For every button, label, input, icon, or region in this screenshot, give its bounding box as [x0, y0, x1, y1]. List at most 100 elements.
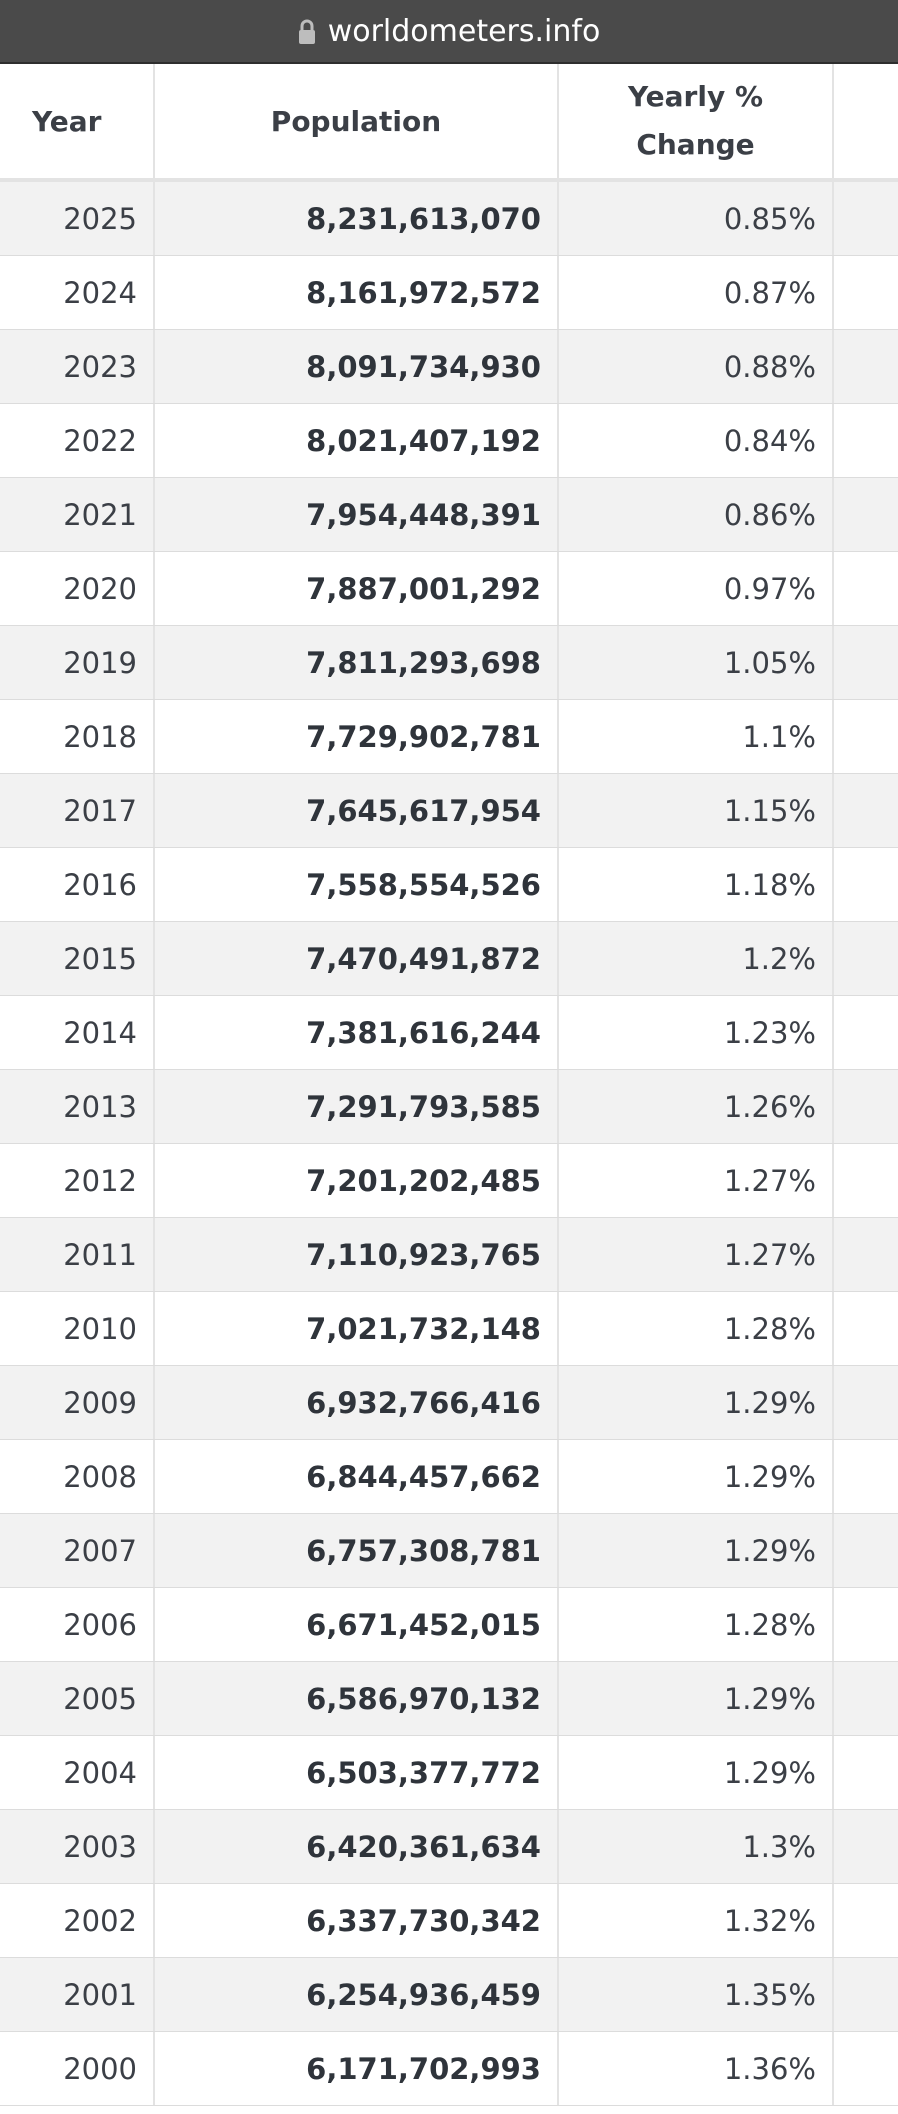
cell-next-column [834, 996, 898, 1069]
table-header: Year Population Yearly % Change [0, 64, 898, 182]
cell-population: 7,729,902,781 [155, 700, 559, 773]
table-row: 2017 7,645,617,954 1.15% [0, 774, 898, 848]
table-row: 2008 6,844,457,662 1.29% [0, 1440, 898, 1514]
cell-year: 2013 [0, 1070, 155, 1143]
cell-yearly-change: 1.3% [559, 1810, 834, 1883]
cell-population: 7,291,793,585 [155, 1070, 559, 1143]
table-row: 2001 6,254,936,459 1.35% [0, 1958, 898, 2032]
cell-year: 2025 [0, 182, 155, 255]
cell-yearly-change: 1.05% [559, 626, 834, 699]
table-row: 2024 8,161,972,572 0.87% [0, 256, 898, 330]
cell-yearly-change: 1.29% [559, 1514, 834, 1587]
cell-yearly-change: 0.85% [559, 182, 834, 255]
cell-next-column [834, 1588, 898, 1661]
cell-year: 2017 [0, 774, 155, 847]
cell-population: 7,381,616,244 [155, 996, 559, 1069]
cell-next-column [834, 2032, 898, 2105]
cell-year: 2023 [0, 330, 155, 403]
cell-year: 2001 [0, 1958, 155, 2031]
cell-next-column [834, 478, 898, 551]
cell-year: 2020 [0, 552, 155, 625]
cell-year: 2008 [0, 1440, 155, 1513]
cell-next-column [834, 1514, 898, 1587]
table-row: 2007 6,757,308,781 1.29% [0, 1514, 898, 1588]
cell-year: 2018 [0, 700, 155, 773]
cell-population: 6,757,308,781 [155, 1514, 559, 1587]
cell-next-column [834, 1958, 898, 2031]
cell-year: 2015 [0, 922, 155, 995]
cell-next-column [834, 1218, 898, 1291]
cell-yearly-change: 0.87% [559, 256, 834, 329]
population-table: Year Population Yearly % Change 2025 8,23… [0, 64, 898, 2106]
header-yearly-change[interactable]: Yearly % Change [559, 64, 834, 178]
table-row: 2021 7,954,448,391 0.86% [0, 478, 898, 552]
cell-year: 2022 [0, 404, 155, 477]
cell-next-column [834, 1144, 898, 1217]
table-row: 2023 8,091,734,930 0.88% [0, 330, 898, 404]
table-row: 2009 6,932,766,416 1.29% [0, 1366, 898, 1440]
address-bar[interactable]: worldometers.info [0, 0, 898, 64]
table-row: 2000 6,171,702,993 1.36% [0, 2032, 898, 2106]
cell-yearly-change: 1.23% [559, 996, 834, 1069]
cell-next-column [834, 1736, 898, 1809]
cell-population: 6,171,702,993 [155, 2032, 559, 2105]
cell-population: 7,887,001,292 [155, 552, 559, 625]
cell-population: 6,671,452,015 [155, 1588, 559, 1661]
cell-year: 2010 [0, 1292, 155, 1365]
cell-population: 8,231,613,070 [155, 182, 559, 255]
cell-population: 7,021,732,148 [155, 1292, 559, 1365]
cell-next-column [834, 848, 898, 921]
table-row: 2005 6,586,970,132 1.29% [0, 1662, 898, 1736]
cell-yearly-change: 1.28% [559, 1292, 834, 1365]
cell-yearly-change: 1.35% [559, 1958, 834, 2031]
cell-yearly-change: 1.32% [559, 1884, 834, 1957]
cell-yearly-change: 1.2% [559, 922, 834, 995]
cell-next-column [834, 552, 898, 625]
header-population[interactable]: Population [155, 64, 559, 178]
cell-population: 8,091,734,930 [155, 330, 559, 403]
table-row: 2012 7,201,202,485 1.27% [0, 1144, 898, 1218]
cell-year: 2000 [0, 2032, 155, 2105]
cell-yearly-change: 1.29% [559, 1736, 834, 1809]
url-text: worldometers.info [327, 13, 601, 49]
cell-yearly-change: 1.27% [559, 1144, 834, 1217]
table-row: 2020 7,887,001,292 0.97% [0, 552, 898, 626]
cell-next-column [834, 1440, 898, 1513]
cell-population: 7,201,202,485 [155, 1144, 559, 1217]
cell-next-column [834, 774, 898, 847]
table-row: 2004 6,503,377,772 1.29% [0, 1736, 898, 1810]
cell-year: 2003 [0, 1810, 155, 1883]
cell-year: 2005 [0, 1662, 155, 1735]
cell-next-column [834, 626, 898, 699]
header-year[interactable]: Year [0, 64, 155, 178]
table-row: 2025 8,231,613,070 0.85% [0, 182, 898, 256]
cell-year: 2002 [0, 1884, 155, 1957]
cell-yearly-change: 1.18% [559, 848, 834, 921]
cell-population: 6,932,766,416 [155, 1366, 559, 1439]
cell-year: 2012 [0, 1144, 155, 1217]
table-row: 2002 6,337,730,342 1.32% [0, 1884, 898, 1958]
cell-yearly-change: 0.84% [559, 404, 834, 477]
header-next-column [834, 64, 898, 178]
cell-next-column [834, 1366, 898, 1439]
cell-population: 7,110,923,765 [155, 1218, 559, 1291]
cell-population: 7,558,554,526 [155, 848, 559, 921]
table-row: 2010 7,021,732,148 1.28% [0, 1292, 898, 1366]
cell-yearly-change: 1.29% [559, 1366, 834, 1439]
cell-population: 7,645,617,954 [155, 774, 559, 847]
cell-year: 2009 [0, 1366, 155, 1439]
cell-year: 2006 [0, 1588, 155, 1661]
cell-next-column [834, 1810, 898, 1883]
cell-yearly-change: 1.36% [559, 2032, 834, 2105]
cell-next-column [834, 404, 898, 477]
cell-yearly-change: 1.27% [559, 1218, 834, 1291]
cell-yearly-change: 1.29% [559, 1662, 834, 1735]
table-row: 2018 7,729,902,781 1.1% [0, 700, 898, 774]
cell-next-column [834, 1884, 898, 1957]
cell-next-column [834, 1662, 898, 1735]
cell-yearly-change: 1.29% [559, 1440, 834, 1513]
cell-next-column [834, 1292, 898, 1365]
table-row: 2013 7,291,793,585 1.26% [0, 1070, 898, 1144]
cell-year: 2021 [0, 478, 155, 551]
cell-population: 6,503,377,772 [155, 1736, 559, 1809]
